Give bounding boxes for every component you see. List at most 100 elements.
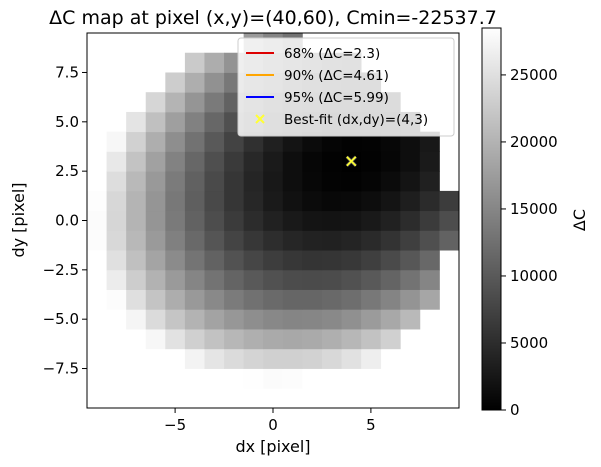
heatmap-cell (224, 329, 245, 350)
heatmap-cell (243, 190, 264, 212)
heatmap-cell (419, 151, 440, 172)
heatmap-cell (263, 329, 284, 350)
heatmap-cell (145, 131, 166, 152)
heatmap-cell (126, 289, 147, 310)
colorbar-tick-label: 0 (510, 401, 520, 419)
heatmap-cell (321, 368, 342, 389)
heatmap-cell (243, 289, 264, 310)
heatmap-cell (419, 250, 440, 271)
x-tick-label: −5 (164, 416, 186, 434)
heatmap-cell (106, 250, 127, 271)
heatmap-cell (282, 151, 303, 172)
x-axis-label: dx [pixel] (235, 437, 310, 456)
heatmap-cell (380, 151, 401, 172)
heatmap-cell (282, 388, 303, 409)
heatmap-cell (204, 289, 225, 310)
heatmap-cell (145, 250, 166, 271)
heatmap-cell (106, 269, 127, 290)
colorbar-tick-label: 15000 (510, 200, 558, 218)
heatmap-cell (302, 171, 323, 192)
heatmap-cell (302, 329, 323, 350)
heatmap-cell (243, 250, 264, 271)
heatmap-cell (419, 131, 440, 152)
heatmap-cell (184, 72, 205, 93)
heatmap-cell (243, 348, 264, 369)
heatmap-cell (282, 309, 303, 330)
heatmap-cell (282, 190, 303, 212)
heatmap-cell (263, 151, 284, 172)
heatmap-cell (184, 250, 205, 271)
colorbar-tick-label: 25000 (510, 66, 558, 84)
legend-entry-label: Best-fit (dx,dy)=(4,3) (284, 112, 428, 128)
heatmap-cell (243, 269, 264, 290)
y-tick-label: 2.5 (55, 162, 79, 180)
heatmap-cell (341, 230, 362, 251)
heatmap-cell (302, 190, 323, 212)
heatmap-cell (165, 309, 186, 330)
heatmap-cell (380, 309, 401, 330)
heatmap-cell (184, 111, 205, 133)
heatmap-cell (145, 151, 166, 172)
heatmap-cell (380, 190, 401, 212)
heatmap-cell (341, 131, 362, 152)
heatmap-cell (165, 230, 186, 251)
heatmap-cell (380, 269, 401, 290)
heatmap-cell (361, 190, 382, 212)
heatmap-cell (184, 348, 205, 369)
heatmap-cell (165, 111, 186, 133)
heatmap-cell (126, 250, 147, 271)
legend-entry-label: 95% (ΔC=5.99) (284, 90, 389, 106)
heatmap-cell (204, 171, 225, 192)
heatmap-cell (439, 230, 460, 251)
best-fit-x-stroke (346, 156, 357, 167)
heatmap-cell (106, 131, 127, 152)
heatmap-cell (126, 210, 147, 231)
best-fit-marker (345, 155, 357, 167)
heatmap-cell (263, 230, 284, 251)
heatmap-cell (282, 289, 303, 310)
heatmap-cell (400, 131, 421, 152)
heatmap-cell (126, 309, 147, 330)
heatmap-cell (145, 92, 166, 113)
heatmap-cell (184, 368, 205, 389)
heatmap-cell (321, 269, 342, 290)
heatmap-cell (165, 329, 186, 350)
heatmap-cell (419, 230, 440, 251)
heatmap-cell (165, 210, 186, 231)
heatmap-cell (321, 131, 342, 152)
y-tick-label: 0.0 (55, 212, 79, 230)
heatmap-cell (204, 269, 225, 290)
heatmap-cell (204, 52, 225, 73)
heatmap-cell (400, 210, 421, 231)
y-tick-label: −2.5 (43, 261, 79, 279)
heatmap-cell (184, 230, 205, 251)
heatmap-cell (302, 289, 323, 310)
heatmap-cell (302, 269, 323, 290)
heatmap-cell (302, 151, 323, 172)
heatmap-cell (321, 329, 342, 350)
heatmap-cell (361, 309, 382, 330)
heatmap-cell (341, 348, 362, 369)
chart-title: ΔC map at pixel (x,y)=(40,60), Cmin=-225… (49, 7, 497, 29)
heatmap-cell (204, 190, 225, 212)
heatmap-cell (341, 171, 362, 192)
heatmap-cell (439, 210, 460, 231)
heatmap-cell (321, 230, 342, 251)
heatmap-cell (361, 289, 382, 310)
heatmap-cell (224, 368, 245, 389)
legend: 68% (ΔC=2.3) 90% (ΔC=4.61) 95% (ΔC=5.99) Be… (237, 37, 455, 137)
heatmap-cell (341, 250, 362, 271)
heatmap-cell (380, 171, 401, 192)
heatmap-cell (224, 151, 245, 172)
heatmap-cell (165, 92, 186, 113)
heatmap-cell (165, 289, 186, 310)
heatmap-cell (341, 329, 362, 350)
heatmap-cell (282, 131, 303, 152)
heatmap-cell (361, 210, 382, 231)
heatmap-cell (282, 269, 303, 290)
x-tick-label: 5 (366, 416, 376, 434)
legend-box (237, 37, 455, 137)
heatmap-cell (341, 309, 362, 330)
heatmap-cell (126, 269, 147, 290)
heatmap-cell (243, 388, 264, 409)
